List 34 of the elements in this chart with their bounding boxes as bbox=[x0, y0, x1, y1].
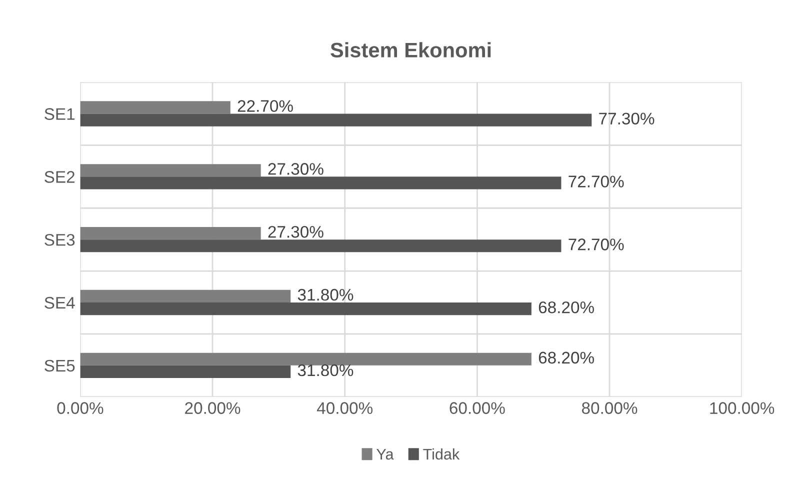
data-label: 31.80% bbox=[298, 364, 354, 376]
x-tick-label: 40.00% bbox=[316, 402, 373, 414]
data-label: 68.20% bbox=[538, 301, 594, 314]
x-tick-label: 0.00% bbox=[57, 402, 104, 414]
bar bbox=[80, 302, 532, 316]
bar bbox=[80, 101, 230, 114]
data-label: 68.20% bbox=[538, 352, 594, 364]
legend-label: Tidak bbox=[423, 448, 460, 460]
y-tick-label: SE5 bbox=[44, 360, 75, 372]
data-label: 27.30% bbox=[268, 163, 324, 175]
x-tick-label: 80.00% bbox=[582, 402, 638, 414]
x-tick-label: 60.00% bbox=[450, 402, 505, 414]
bar bbox=[80, 114, 592, 126]
data-label: 72.70% bbox=[568, 176, 624, 188]
y-tick-label: SE2 bbox=[44, 171, 74, 183]
x-tick-label: 20.00% bbox=[185, 402, 240, 414]
bar bbox=[80, 176, 562, 190]
bar bbox=[80, 352, 532, 366]
data-label: 22.70% bbox=[238, 100, 293, 112]
x-tick-label: 100.00% bbox=[710, 402, 774, 414]
y-tick-label: SE3 bbox=[44, 234, 75, 246]
data-label: 31.80% bbox=[298, 288, 354, 301]
data-label: 27.30% bbox=[268, 226, 324, 238]
y-tick-label: SE4 bbox=[44, 296, 75, 309]
data-label: 77.30% bbox=[599, 112, 654, 125]
bar bbox=[80, 290, 291, 302]
bar bbox=[80, 226, 261, 240]
data-label: 72.70% bbox=[568, 238, 624, 250]
bar bbox=[80, 164, 261, 177]
bar bbox=[80, 240, 562, 252]
bar bbox=[80, 365, 291, 378]
y-tick-label: SE1 bbox=[44, 108, 75, 120]
legend-label: Ya bbox=[376, 448, 394, 460]
chart-title: Sistem Ekonomi bbox=[330, 42, 491, 58]
